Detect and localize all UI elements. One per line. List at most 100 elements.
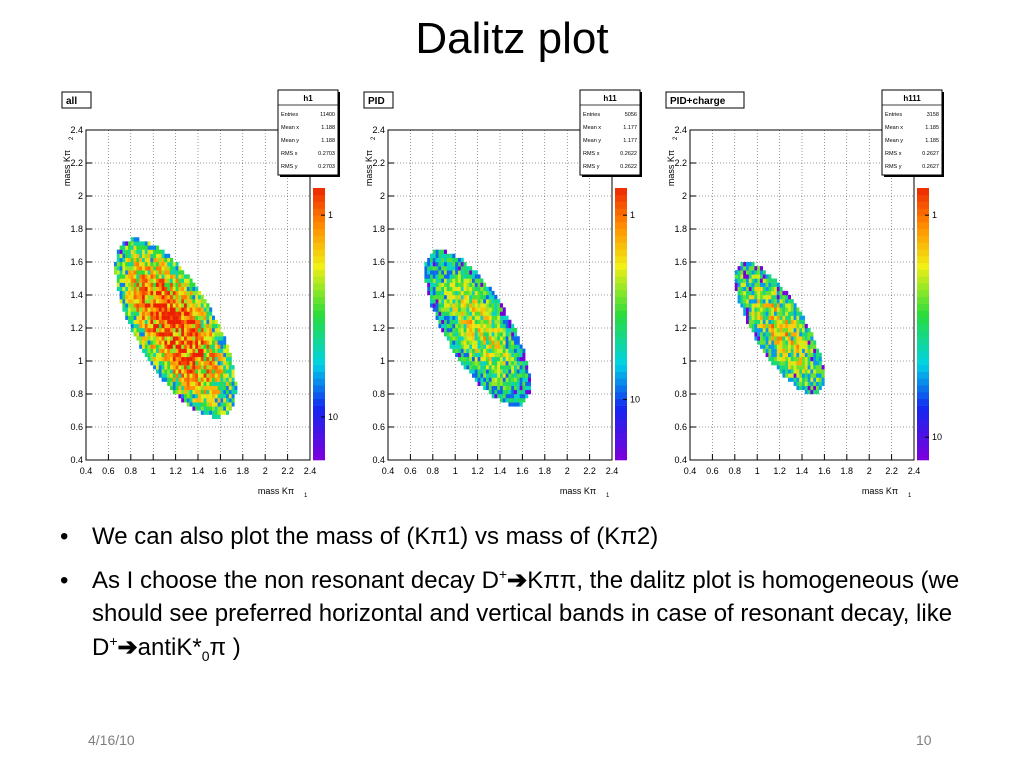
heatmap-cell bbox=[170, 365, 173, 370]
colorbar-segment bbox=[917, 194, 929, 202]
heatmap-cell bbox=[158, 262, 162, 267]
x-tick-label: 0.4 bbox=[684, 466, 697, 476]
colorbar-segment bbox=[615, 194, 627, 202]
heatmap-cell bbox=[458, 286, 461, 292]
colorbar-segment bbox=[313, 426, 325, 434]
heatmap-cell bbox=[424, 270, 428, 275]
heatmap-cell bbox=[514, 356, 517, 362]
heatmap-cell bbox=[762, 332, 766, 337]
heatmap-cell bbox=[776, 282, 780, 287]
heatmap-cell bbox=[116, 266, 120, 271]
heatmap-cell bbox=[212, 389, 215, 395]
heatmap-cell bbox=[195, 311, 199, 316]
heatmap-cell bbox=[435, 315, 439, 320]
heatmap-cell bbox=[494, 295, 498, 300]
heatmap-cell bbox=[209, 377, 213, 382]
colorbar-segment bbox=[313, 188, 325, 196]
x-axis-title: mass Kπ bbox=[258, 486, 294, 496]
x-tick-label: 2.4 bbox=[908, 466, 921, 476]
heatmap-cell bbox=[170, 344, 173, 349]
heatmap-cell bbox=[220, 381, 224, 386]
heatmap-cell bbox=[488, 365, 492, 370]
heatmap-cell bbox=[147, 274, 151, 279]
heatmap-cell bbox=[477, 348, 481, 353]
colorbar: 110 bbox=[313, 188, 338, 461]
heatmap-cell bbox=[164, 274, 168, 279]
heatmap-cell bbox=[486, 385, 489, 391]
heatmap-cell bbox=[206, 385, 210, 391]
heatmap-cell bbox=[144, 295, 148, 300]
heatmap-cell bbox=[796, 361, 800, 366]
heatmap-cell bbox=[438, 274, 442, 279]
heatmap-cell bbox=[164, 303, 168, 308]
heatmap-cell bbox=[790, 311, 794, 316]
heatmap-cell bbox=[234, 385, 238, 391]
heatmap-cell bbox=[760, 295, 763, 300]
heatmap-cell bbox=[452, 270, 456, 275]
heatmap-cell bbox=[511, 373, 515, 378]
heatmap-cell bbox=[181, 332, 185, 337]
heatmap-cell bbox=[762, 303, 766, 308]
heatmap-cell bbox=[514, 389, 517, 395]
heatmap-cell bbox=[142, 253, 145, 259]
heatmap-cell bbox=[502, 340, 506, 345]
heatmap-cell bbox=[189, 282, 193, 287]
y-tick-label: 0.4 bbox=[372, 455, 385, 465]
heatmap-cell bbox=[774, 278, 777, 283]
heatmap-cell bbox=[514, 348, 517, 353]
heatmap-cell bbox=[776, 311, 780, 316]
x-tick-label: 2 bbox=[565, 466, 570, 476]
heatmap-cell bbox=[153, 278, 157, 283]
heatmap-cell bbox=[788, 356, 791, 362]
colorbar-segment bbox=[917, 296, 929, 304]
heatmap-cell bbox=[153, 361, 157, 366]
heatmap-cell bbox=[480, 344, 484, 349]
heatmap-cell bbox=[486, 328, 489, 333]
heatmap-cell bbox=[175, 361, 179, 366]
heatmap-cell bbox=[790, 303, 794, 308]
heatmap-cell bbox=[139, 323, 143, 329]
heatmap-cell bbox=[458, 299, 461, 304]
heatmap-cell bbox=[816, 385, 819, 391]
heatmap-cell bbox=[477, 290, 481, 296]
heatmap-cell bbox=[516, 373, 520, 378]
heatmap-cell bbox=[746, 307, 749, 312]
heatmap-cell bbox=[164, 356, 168, 362]
heatmap-cell bbox=[435, 278, 439, 283]
heatmap-cell bbox=[231, 398, 235, 403]
heatmap-cell bbox=[802, 332, 805, 337]
heatmap-cell bbox=[505, 356, 509, 362]
heatmap-cell bbox=[172, 361, 176, 366]
heatmap-cell bbox=[122, 307, 126, 312]
heatmap-cell bbox=[458, 352, 461, 358]
heatmap-cell bbox=[452, 311, 456, 316]
heatmap-cell bbox=[144, 262, 148, 267]
heatmap-cell bbox=[762, 311, 766, 316]
heatmap-cell bbox=[460, 307, 464, 312]
heatmap-cell bbox=[172, 311, 176, 316]
heatmap-cell bbox=[449, 295, 453, 300]
heatmap-cell bbox=[452, 344, 456, 349]
heatmap-cell bbox=[189, 299, 193, 304]
heatmap-cell bbox=[170, 270, 173, 275]
heatmap-cell bbox=[491, 311, 495, 316]
heatmap-cell bbox=[195, 389, 199, 395]
heatmap-cell bbox=[427, 262, 431, 267]
heatmap-cell bbox=[181, 290, 185, 296]
heatmap-cell bbox=[785, 315, 789, 320]
heatmap-cell bbox=[158, 328, 162, 333]
heatmap-cell bbox=[144, 340, 148, 345]
heatmap-cell bbox=[516, 340, 520, 345]
heatmap-cell bbox=[807, 356, 811, 362]
heatmap-cell bbox=[779, 365, 783, 370]
colorbar-segment bbox=[313, 194, 325, 202]
heatmap-cell bbox=[172, 365, 176, 370]
heatmap-cell bbox=[438, 278, 442, 283]
heatmap-cell bbox=[813, 369, 817, 374]
heatmap-cell bbox=[511, 389, 515, 395]
heatmap-cell bbox=[156, 369, 159, 374]
heatmap-cell bbox=[223, 385, 227, 391]
heatmap-cell bbox=[156, 344, 159, 349]
heatmap-cell bbox=[502, 311, 506, 316]
heatmap-cell bbox=[788, 365, 791, 370]
